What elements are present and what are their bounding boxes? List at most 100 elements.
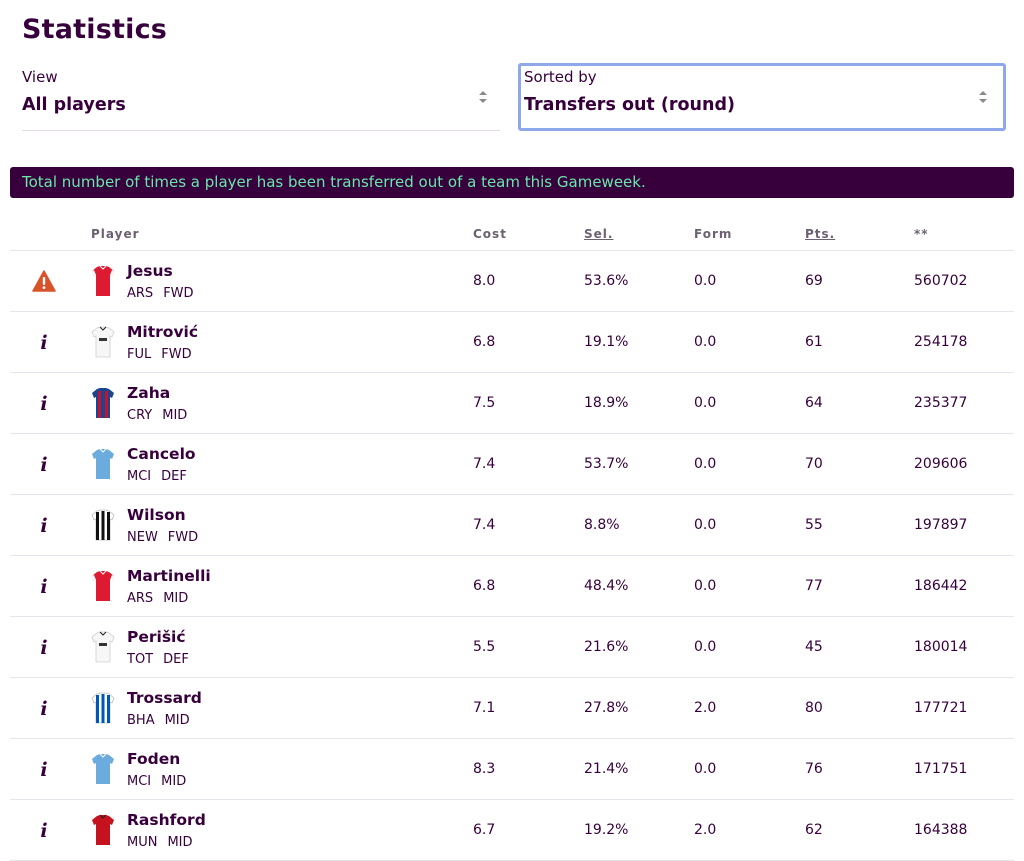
points-cell: 69 bbox=[805, 273, 823, 289]
sort-select-label: Sorted by bbox=[524, 68, 597, 86]
selected-cell: 53.7% bbox=[584, 456, 628, 472]
player-name[interactable]: Trossard bbox=[127, 689, 202, 707]
info-icon[interactable]: i bbox=[32, 697, 56, 719]
svg-text:i: i bbox=[40, 698, 47, 719]
form-cell: 0.0 bbox=[694, 761, 716, 777]
player-team: CRY bbox=[127, 408, 152, 423]
table-row: i Rashford MUN MID 6.7 19.2% 2.0 62 164388 bbox=[10, 800, 1014, 861]
info-icon[interactable]: i bbox=[32, 636, 56, 658]
team-shirt-icon bbox=[91, 265, 115, 297]
selected-cell: 8.8% bbox=[584, 517, 620, 533]
transfers-cell: 180014 bbox=[914, 639, 967, 655]
player-team: ARS bbox=[127, 591, 153, 606]
sort-select[interactable]: Sorted by Transfers out (round) bbox=[518, 63, 1006, 131]
team-shirt-icon bbox=[91, 814, 115, 846]
selected-cell: 27.8% bbox=[584, 700, 628, 716]
player-position: MID bbox=[165, 713, 190, 728]
selected-cell: 53.6% bbox=[584, 273, 628, 289]
players-table: Player Cost Sel. Form Pts. ** Jesus ARS FW… bbox=[10, 219, 1014, 861]
selected-cell: 19.1% bbox=[584, 334, 628, 350]
player-meta: TOT DEF bbox=[127, 652, 189, 667]
player-name[interactable]: Jesus bbox=[127, 262, 173, 280]
cost-cell: 7.4 bbox=[473, 517, 495, 533]
player-meta: NEW FWD bbox=[127, 530, 198, 545]
team-shirt-icon bbox=[91, 448, 115, 480]
stat-description-banner: Total number of times a player has been … bbox=[10, 167, 1014, 198]
form-cell: 0.0 bbox=[694, 517, 716, 533]
player-name[interactable]: Martinelli bbox=[127, 567, 211, 585]
player-team: BHA bbox=[127, 713, 155, 728]
svg-text:i: i bbox=[40, 759, 47, 780]
player-team: NEW bbox=[127, 530, 158, 545]
info-icon[interactable]: i bbox=[32, 453, 56, 475]
form-cell: 2.0 bbox=[694, 700, 716, 716]
table-row: i Foden MCI MID 8.3 21.4% 0.0 76 171751 bbox=[10, 739, 1014, 800]
player-position: DEF bbox=[161, 469, 187, 484]
info-icon[interactable]: i bbox=[32, 392, 56, 414]
form-cell: 0.0 bbox=[694, 639, 716, 655]
cost-cell: 7.1 bbox=[473, 700, 495, 716]
points-cell: 70 bbox=[805, 456, 823, 472]
svg-text:i: i bbox=[40, 454, 47, 475]
info-icon[interactable]: i bbox=[32, 758, 56, 780]
transfers-cell: 235377 bbox=[914, 395, 967, 411]
player-team: TOT bbox=[127, 652, 153, 667]
sort-select-value: Transfers out (round) bbox=[524, 95, 735, 115]
player-name[interactable]: Foden bbox=[127, 750, 180, 768]
svg-text:i: i bbox=[40, 515, 47, 536]
header-cost: Cost bbox=[473, 227, 507, 241]
player-meta: ARS FWD bbox=[127, 286, 194, 301]
points-cell: 80 bbox=[805, 700, 823, 716]
form-cell: 0.0 bbox=[694, 395, 716, 411]
player-name[interactable]: Rashford bbox=[127, 811, 206, 829]
player-name[interactable]: Cancelo bbox=[127, 445, 196, 463]
player-name[interactable]: Wilson bbox=[127, 506, 186, 524]
player-position: FWD bbox=[168, 530, 198, 545]
player-position: FWD bbox=[161, 347, 191, 362]
table-row: Jesus ARS FWD 8.0 53.6% 0.0 69 560702 bbox=[10, 251, 1014, 312]
form-cell: 0.0 bbox=[694, 578, 716, 594]
player-meta: MCI DEF bbox=[127, 469, 187, 484]
form-cell: 2.0 bbox=[694, 822, 716, 838]
header-points: Pts. bbox=[805, 227, 835, 241]
table-row: i Perišić TOT DEF 5.5 21.6% 0.0 45 180014 bbox=[10, 617, 1014, 678]
team-shirt-icon bbox=[91, 326, 115, 358]
info-icon[interactable]: i bbox=[32, 331, 56, 353]
points-cell: 77 bbox=[805, 578, 823, 594]
player-position: DEF bbox=[163, 652, 189, 667]
info-icon[interactable]: i bbox=[32, 575, 56, 597]
transfers-cell: 171751 bbox=[914, 761, 967, 777]
warning-icon[interactable] bbox=[32, 270, 56, 292]
svg-text:i: i bbox=[40, 332, 47, 353]
player-team: MCI bbox=[127, 774, 151, 789]
svg-text:i: i bbox=[40, 820, 47, 841]
cost-cell: 6.8 bbox=[473, 334, 495, 350]
table-row: i Martinelli ARS MID 6.8 48.4% 0.0 77 186442 bbox=[10, 556, 1014, 617]
player-position: MID bbox=[163, 591, 188, 606]
form-cell: 0.0 bbox=[694, 456, 716, 472]
points-cell: 61 bbox=[805, 334, 823, 350]
page-title: Statistics bbox=[22, 14, 167, 45]
player-meta: MUN MID bbox=[127, 835, 193, 850]
table-row: i Trossard BHA MID 7.1 27.8% 2.0 80 177721 bbox=[10, 678, 1014, 739]
selected-cell: 21.4% bbox=[584, 761, 628, 777]
player-name[interactable]: Zaha bbox=[127, 384, 170, 402]
table-row: i Wilson NEW FWD 7.4 8.8% 0.0 55 197897 bbox=[10, 495, 1014, 556]
player-name[interactable]: Mitrović bbox=[127, 323, 198, 341]
player-position: MID bbox=[167, 835, 192, 850]
team-shirt-icon bbox=[91, 509, 115, 541]
player-position: MID bbox=[161, 774, 186, 789]
view-select[interactable]: View All players bbox=[22, 63, 500, 131]
cost-cell: 8.0 bbox=[473, 273, 495, 289]
info-icon[interactable]: i bbox=[32, 514, 56, 536]
player-name[interactable]: Perišić bbox=[127, 628, 186, 646]
points-cell: 55 bbox=[805, 517, 823, 533]
cost-cell: 7.5 bbox=[473, 395, 495, 411]
player-position: MID bbox=[162, 408, 187, 423]
points-cell: 76 bbox=[805, 761, 823, 777]
svg-text:i: i bbox=[40, 576, 47, 597]
form-cell: 0.0 bbox=[694, 334, 716, 350]
select-arrows-icon bbox=[478, 90, 488, 104]
cost-cell: 6.7 bbox=[473, 822, 495, 838]
info-icon[interactable]: i bbox=[32, 819, 56, 841]
